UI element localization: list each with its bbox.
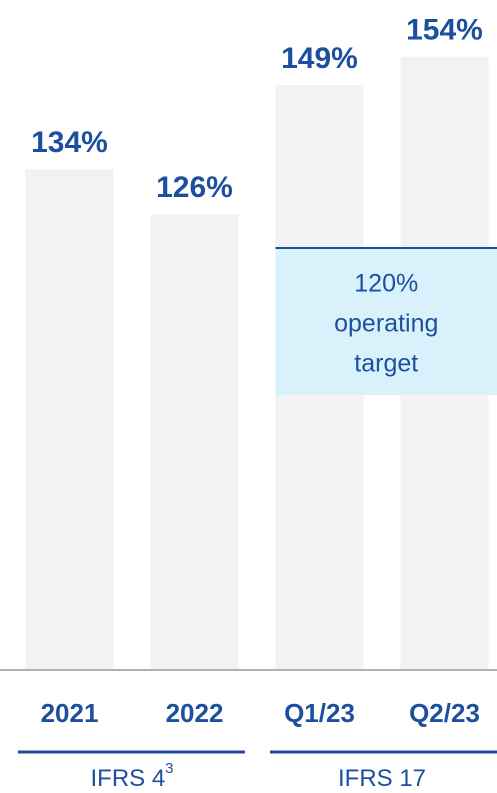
value-label: 126% (156, 171, 233, 204)
bar (150, 214, 239, 670)
group-label: IFRS 43 (90, 760, 173, 792)
target-text: operating (334, 310, 438, 338)
target-band (275, 248, 497, 396)
bar (25, 169, 114, 670)
value-label: 154% (406, 14, 483, 47)
x-tick-label: 2022 (166, 698, 224, 728)
group-label-text: IFRS 4 (90, 765, 165, 792)
target-text: target (354, 350, 418, 378)
x-tick-label: Q2/23 (409, 698, 480, 728)
value-label: 134% (31, 126, 108, 159)
value-label: 149% (281, 42, 358, 75)
target-label: 120% (354, 270, 418, 298)
x-tick-label: 2021 (41, 698, 99, 728)
group-label: IFRS 17 (338, 765, 426, 792)
x-tick-label: Q1/23 (284, 698, 355, 728)
group-superscript: 3 (165, 760, 173, 777)
group-label-text: IFRS 17 (338, 765, 426, 792)
